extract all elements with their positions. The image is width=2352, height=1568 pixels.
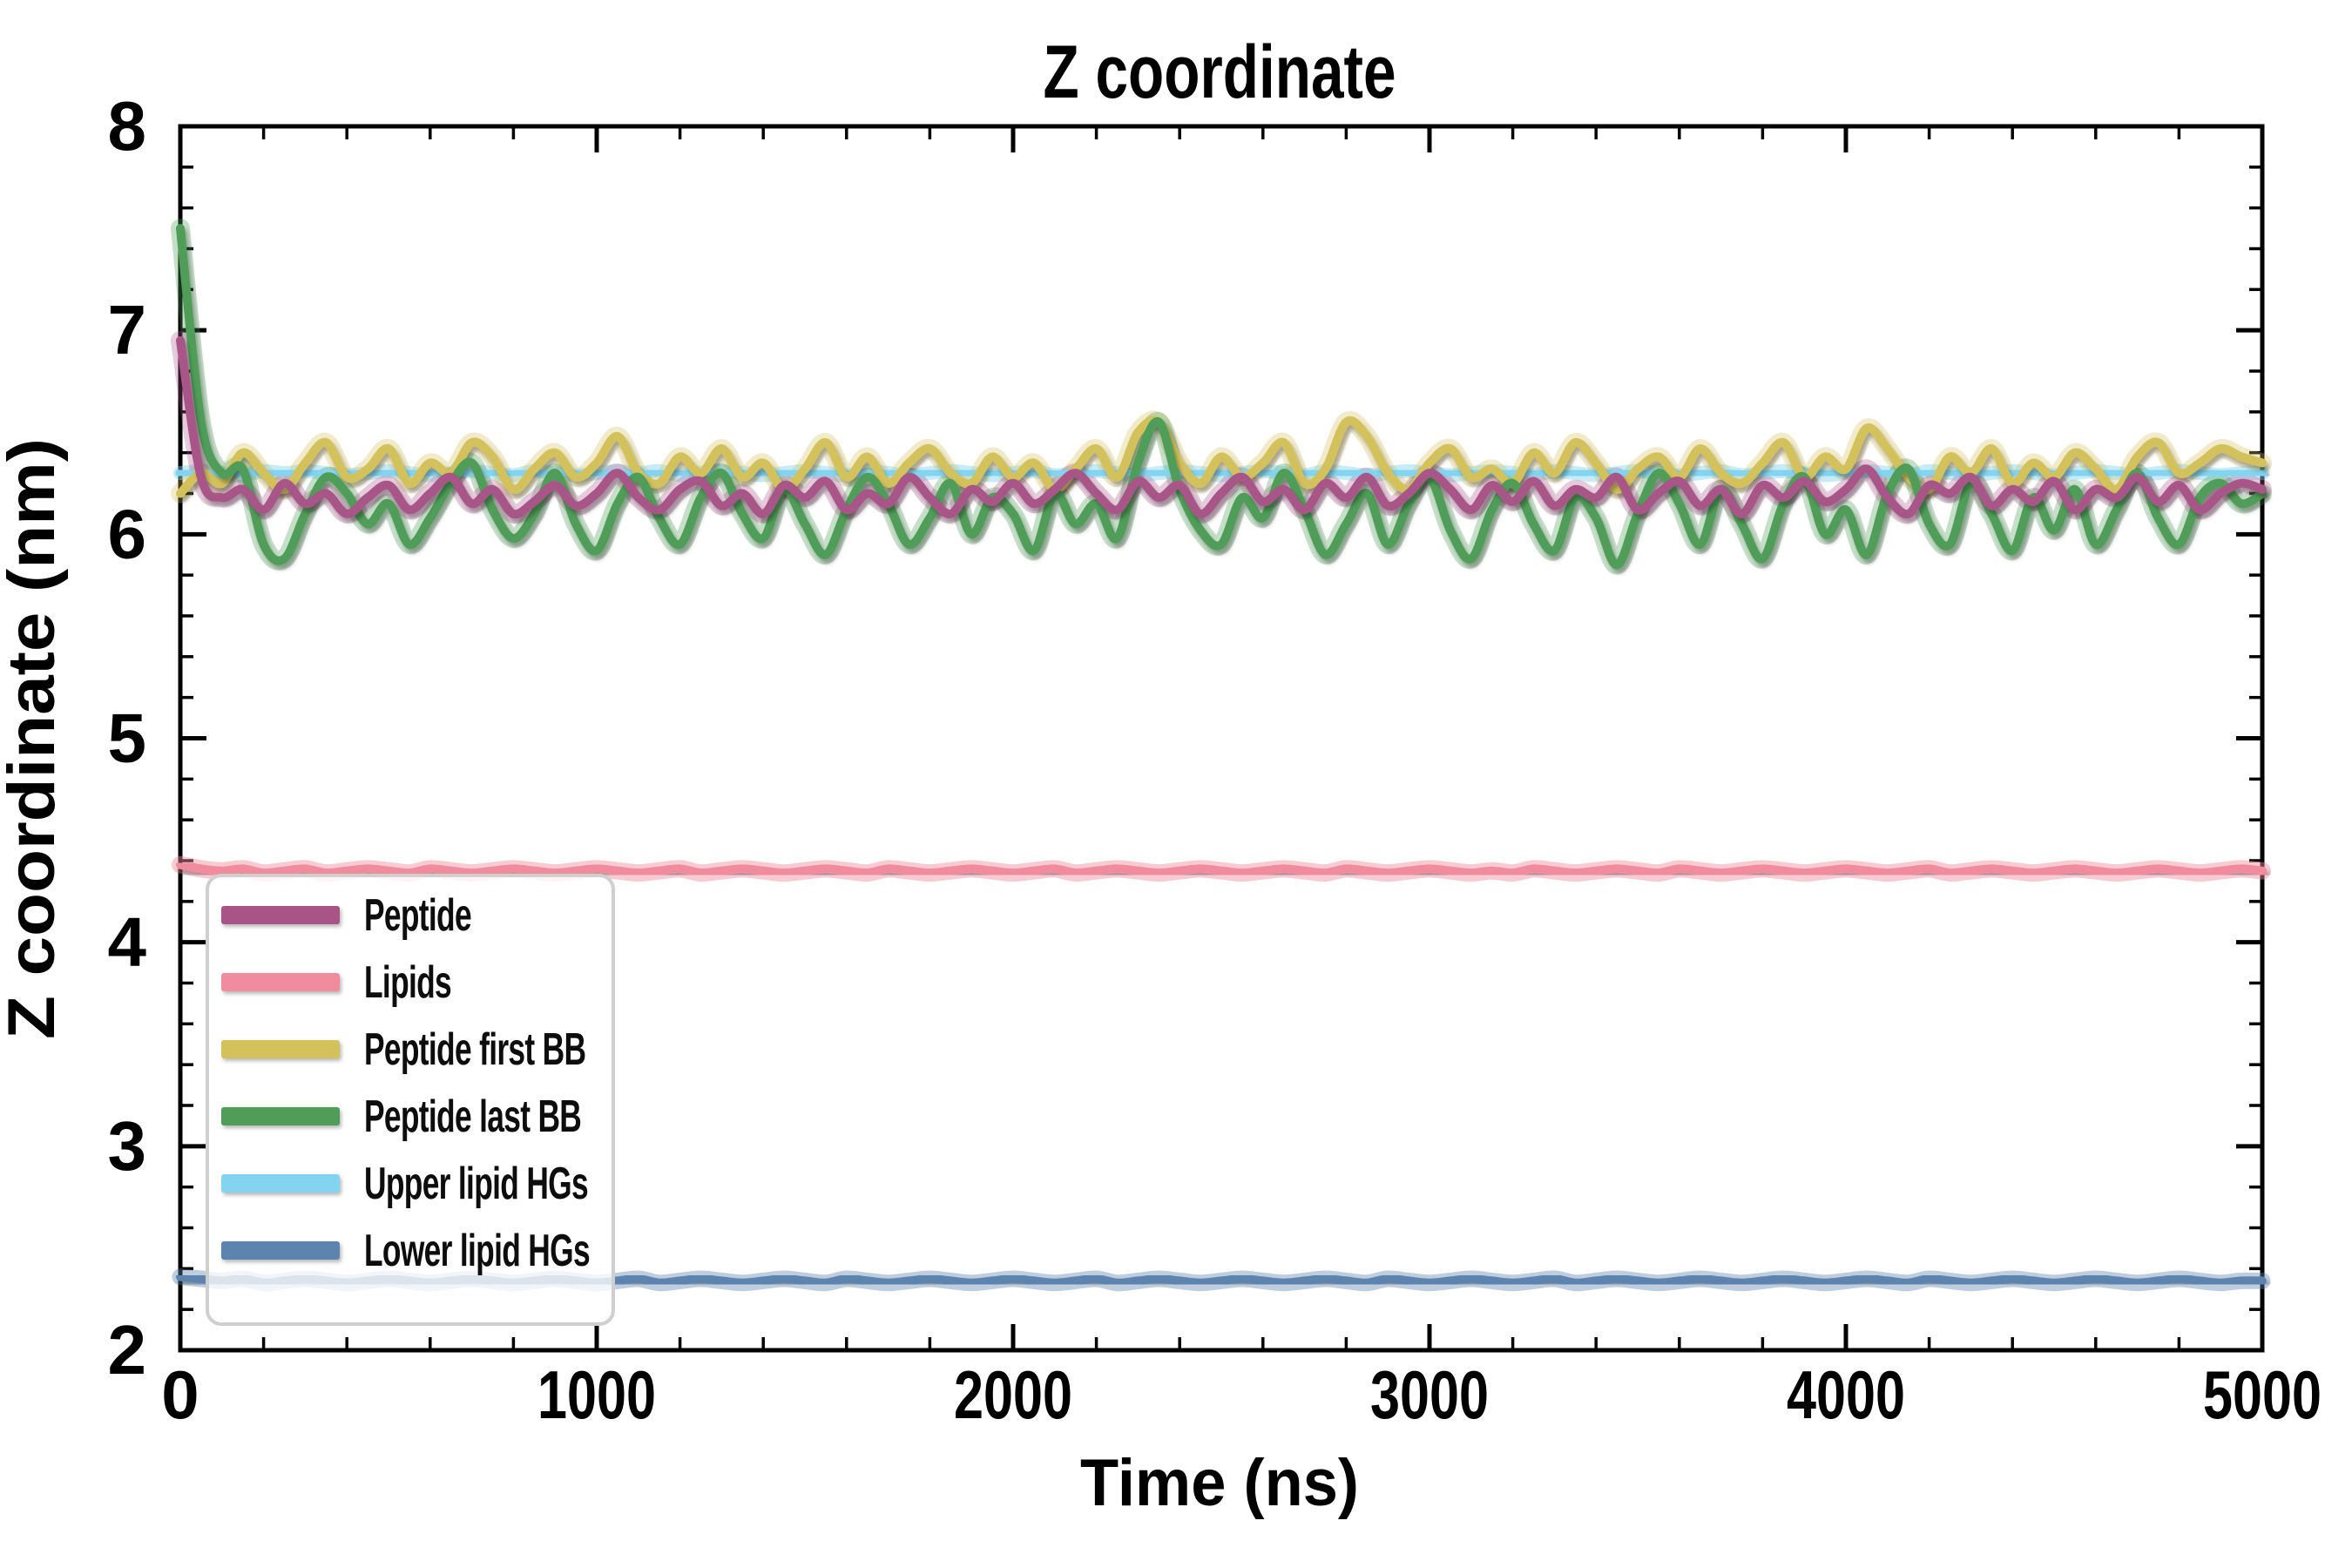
y-tick-label: 3 (108, 1107, 147, 1185)
legend-label-peptide-first-bb: Peptide first BB (364, 1024, 586, 1075)
legend-swatch-peptide (221, 906, 340, 924)
y-tick-label: 5 (108, 700, 147, 777)
x-tick-label: 3000 (1370, 1356, 1489, 1433)
x-tick-label: 0 (161, 1356, 199, 1433)
legend: Peptide Lipids Peptide first BB Peptide … (206, 874, 615, 1326)
plot-series (171, 219, 2272, 1292)
legend-entry-peptide-last-bb: Peptide last BB (209, 1083, 612, 1150)
legend-swatch-lipids (221, 973, 340, 991)
x-tick-label: 4000 (1787, 1356, 1905, 1433)
legend-entry-lipids: Lipids (209, 949, 612, 1016)
x-tick-label: 1000 (537, 1356, 656, 1433)
axes: 0 1000 2000 3000 4000 5000 2 3 4 5 6 7 8 (108, 87, 2322, 1433)
x-tick-label: 5000 (2203, 1356, 2322, 1433)
y-tick-label: 2 (108, 1311, 147, 1389)
legend-swatch-lower-lipid-hgs (221, 1241, 340, 1260)
legend-entry-lower-lipid-hgs: Lower lipid HGs (209, 1217, 612, 1284)
chart-title: Z coordinate (1044, 30, 1396, 114)
legend-label-peptide: Peptide (364, 889, 472, 941)
series-line-lipids (176, 860, 2267, 878)
legend-entry-peptide-first-bb: Peptide first BB (209, 1016, 612, 1083)
y-tick-label: 4 (108, 903, 147, 981)
legend-label-lower-lipid-hgs: Lower lipid HGs (364, 1225, 591, 1276)
legend-swatch-peptide-first-bb (221, 1040, 340, 1058)
y-tick-label: 7 (108, 291, 147, 368)
y-tick-label: 6 (108, 495, 147, 572)
legend-entry-upper-lipid-hgs: Upper lipid HGs (209, 1150, 612, 1217)
legend-swatch-upper-lipid-hgs (221, 1174, 340, 1193)
legend-label-lipids: Lipids (364, 956, 452, 1008)
legend-entry-peptide: Peptide (209, 882, 612, 949)
legend-label-peptide-last-bb: Peptide last BB (364, 1091, 582, 1142)
x-axis-label: Time (ns) (1080, 1446, 1359, 1520)
x-tick-label: 2000 (954, 1356, 1072, 1433)
legend-swatch-peptide-last-bb (221, 1107, 340, 1125)
series-line-upper-lipid-hgs (175, 466, 2268, 480)
series-line-peptide-last-bb (176, 224, 2267, 570)
y-axis-label: Z coordinate (nm) (0, 438, 69, 1039)
legend-label-upper-lipid-hgs: Upper lipid HGs (364, 1158, 589, 1209)
y-tick-label: 8 (108, 87, 147, 165)
series-line-peptide (176, 335, 2267, 519)
